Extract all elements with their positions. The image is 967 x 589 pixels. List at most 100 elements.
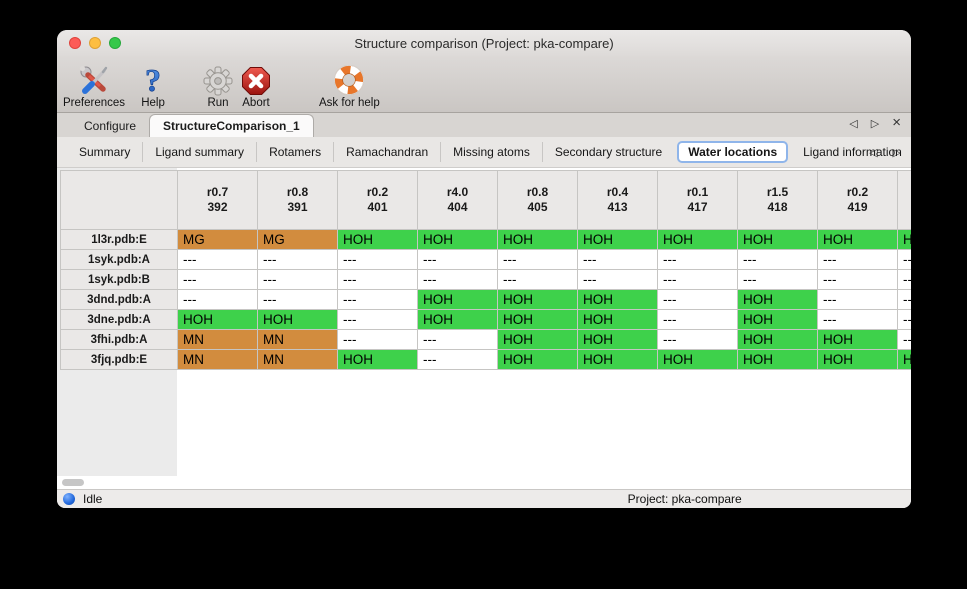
row-label: 3dne.pdb:A <box>61 310 178 330</box>
row-label: 3fhi.pdb:A <box>61 330 178 350</box>
subtab-ligand-information[interactable]: Ligand information <box>803 145 902 159</box>
empty-cell: --- <box>418 270 498 290</box>
column-header: r0.8 405 <box>498 171 578 230</box>
help-button[interactable]: ? Help <box>141 64 165 109</box>
subtab-missing-atoms[interactable]: Missing atoms <box>440 142 542 162</box>
water-table: r0.7 392 r0.8 391 r0.2 401 r4.0 404 r0.8 405 r0.4 4… <box>60 170 911 370</box>
lifebuoy-icon <box>333 64 365 96</box>
subtab-bar: Summary Ligand summary Rotamers Ramachandra… <box>57 137 911 168</box>
water-cell: HOH <box>578 310 658 330</box>
empty-cell: --- <box>338 290 418 310</box>
tab-close-icon[interactable]: × <box>892 114 901 131</box>
app-window: Structure comparison (Project: pka-compa… <box>57 30 911 508</box>
subtab-secondary-structure[interactable]: Secondary structure <box>541 142 674 162</box>
empty-cell: --- <box>258 290 338 310</box>
empty-cell: --- <box>418 250 498 270</box>
metal-cell: MN <box>258 330 338 350</box>
question-mark-icon: ? <box>141 64 165 96</box>
tab-bar-items: Configure StructureComparison_1 <box>71 114 314 137</box>
status-bar: Idle Project: pka-compare <box>57 489 911 508</box>
tools-icon <box>76 64 112 96</box>
column-header: r0.1 417 <box>658 171 738 230</box>
empty-cell: --- <box>818 310 898 330</box>
water-cell: HOH <box>338 350 418 370</box>
close-window-button[interactable] <box>69 37 81 49</box>
subtab-ramachandran[interactable]: Ramachandran <box>333 142 440 162</box>
tab-next-icon[interactable]: ▷ <box>870 117 880 130</box>
project-label: Project: pka-compare <box>627 492 742 506</box>
empty-cell: --- <box>738 250 818 270</box>
empty-cell: --- <box>418 350 498 370</box>
empty-cell: --- <box>258 270 338 290</box>
title-bar: Structure comparison (Project: pka-compa… <box>57 30 911 56</box>
empty-cell: --- <box>338 310 418 330</box>
water-cell: HOH <box>818 230 898 250</box>
svg-text:?: ? <box>145 64 161 96</box>
water-cell: HOH <box>578 350 658 370</box>
empty-cell: --- <box>898 290 911 310</box>
empty-cell: --- <box>658 250 738 270</box>
ask-for-help-label: Ask for help <box>319 97 380 109</box>
water-cell: HOH <box>898 350 911 370</box>
gear-icon <box>203 64 233 96</box>
water-cell: HOH <box>498 310 578 330</box>
water-cell: HOH <box>338 230 418 250</box>
subtab-bar-nav: ◁ ▷ <box>869 147 901 158</box>
minimize-window-button[interactable] <box>89 37 101 49</box>
tab-prev-icon[interactable]: ◁ <box>849 117 858 130</box>
tab-configure[interactable]: Configure <box>84 119 137 133</box>
subtab-next-icon[interactable]: ▷ <box>892 145 901 159</box>
subtab-ligand-summary[interactable]: Ligand summary <box>142 142 256 162</box>
toolbar: Preferences ? Help <box>57 56 911 113</box>
water-cell: HOH <box>738 330 818 350</box>
run-button[interactable]: Run <box>203 64 233 109</box>
column-header: r0.8 391 <box>258 171 338 230</box>
subtab-water-locations[interactable]: Water locations <box>677 141 789 163</box>
water-cell: HOH <box>898 230 911 250</box>
metal-cell: MN <box>178 330 258 350</box>
empty-cell: --- <box>338 270 418 290</box>
ask-for-help-button[interactable]: Ask for help <box>319 64 380 109</box>
empty-cell: --- <box>338 330 418 350</box>
empty-cell: --- <box>178 270 258 290</box>
tab-bar-nav: ◁ ▷ × <box>849 114 901 131</box>
zoom-window-button[interactable] <box>109 37 121 49</box>
water-cell: HOH <box>178 310 258 330</box>
scrollbar-thumb[interactable] <box>62 479 84 486</box>
abort-label: Abort <box>242 97 270 109</box>
empty-cell: --- <box>898 270 911 290</box>
water-cell: HOH <box>818 350 898 370</box>
tab-bar: Configure StructureComparison_1 ◁ ▷ × <box>57 113 911 137</box>
abort-button[interactable]: Abort <box>241 64 271 109</box>
empty-cell: --- <box>498 250 578 270</box>
water-cell: HOH <box>578 290 658 310</box>
preferences-label: Preferences <box>63 97 126 109</box>
water-cell: HOH <box>658 350 738 370</box>
empty-cell: --- <box>658 330 738 350</box>
water-cell: HOH <box>578 230 658 250</box>
status-indicator-icon <box>63 493 75 505</box>
empty-cell: --- <box>498 270 578 290</box>
water-cell: HOH <box>418 290 498 310</box>
empty-cell: --- <box>898 330 911 350</box>
empty-cell: --- <box>818 290 898 310</box>
row-label: 3fjq.pdb:E <box>61 350 178 370</box>
help-label: Help <box>141 97 165 109</box>
run-label: Run <box>207 97 229 109</box>
tab-structurecomparison_1[interactable]: StructureComparison_1 <box>149 114 314 137</box>
water-cell: HOH <box>738 230 818 250</box>
traffic-lights <box>69 37 121 49</box>
empty-cell: --- <box>658 310 738 330</box>
empty-cell: --- <box>338 250 418 270</box>
subtab-rotamers[interactable]: Rotamers <box>256 142 333 162</box>
preferences-button[interactable]: Preferences <box>63 64 125 109</box>
empty-cell: --- <box>578 270 658 290</box>
status-text: Idle <box>83 492 103 506</box>
subtab-prev-icon[interactable]: ◁ <box>869 145 878 159</box>
subtab-summary[interactable]: Summary <box>79 145 131 159</box>
metal-cell: MN <box>258 350 338 370</box>
table-corner-cell <box>61 171 178 230</box>
column-header <box>898 171 911 230</box>
empty-cell: --- <box>578 250 658 270</box>
water-cell: HOH <box>738 310 818 330</box>
